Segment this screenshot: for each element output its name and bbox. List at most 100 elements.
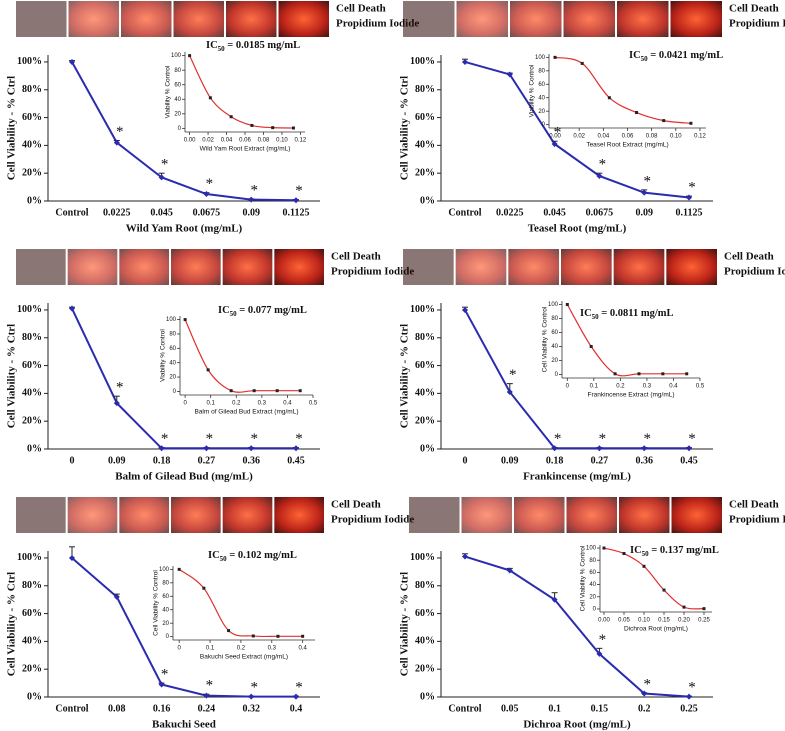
ic50-prefix: IC [208,550,220,561]
y-tick-label: 0% [420,691,435,702]
panel: Cell Death Propidium Iodide 0% 20% 40% 60% 80%… [399,249,785,483]
inset-y-axis-label: Cell Viability % Control [153,570,160,636]
inset-point [662,119,666,123]
ic50-label: IC50 = 0.0421 mg/mL [629,50,723,62]
x-tick-label: 0.09 [501,455,519,466]
inset-y-tick-label: 60 [169,346,176,352]
marker [248,693,255,700]
x-axis-label: Dichroa Root (mg/mL) [523,719,631,731]
significance: * [599,157,607,173]
inset-x-tick-label: 0.08 [258,138,270,144]
micrograph [409,497,460,533]
y-tick-label: 40% [415,388,435,399]
marker [506,388,513,395]
x-tick-label: 0.25 [680,703,698,714]
marker [551,445,558,452]
significance: * [161,667,169,683]
inset-y-axis-label: Viability % Control [529,64,536,117]
marker [248,196,255,203]
inset-y-tick-label: 60 [551,330,558,336]
inset-y-tick-label: 80 [589,558,596,564]
y-tick-label: 40% [22,388,42,399]
micrograph [563,1,615,37]
y-tick-label: 100% [410,304,435,315]
inset-x-tick-label: 0.1 [206,646,215,652]
y-tick-label: 20% [415,167,435,178]
y-tick-label: 20% [22,167,42,178]
inset-x-axis-label: Bakuchi Seed Extract (mg/mL) [200,654,288,661]
inset-y-tick-label: 100 [166,317,177,323]
x-tick-label: 0.0675 [193,207,221,218]
significance: * [250,182,258,198]
micrograph [510,1,562,37]
inset-y-tick-label: 80 [174,68,181,74]
ic50-sub: 50 [218,45,226,53]
micrograph [16,249,66,285]
x-axis-label: Wild Yam Root (mg/mL) [126,223,243,235]
inset-x-tick-label: 0.5 [309,401,318,407]
strip-label: Cell Death [729,499,779,511]
y-tick-label: 20% [415,663,435,674]
micrograph [67,497,118,533]
inset-point [227,629,231,633]
marker [506,567,513,574]
y-tick-label: 40% [415,140,435,151]
marker [596,172,603,179]
inset-point [642,564,646,568]
strip-label: Propidium Iodide [729,18,785,30]
inset-x-tick-label: 0.00 [549,134,561,140]
y-tick-label: 80% [415,332,435,343]
inset-y-tick-label: 40 [589,582,596,588]
y-tick-label: 0% [420,195,435,206]
micrograph [613,249,665,285]
y-tick-label: 20% [22,663,42,674]
inset-x-tick-label: 0.4 [298,646,307,652]
inset-x-tick-label: 0.00 [598,618,610,624]
micrograph [403,1,455,37]
inset-x-tick-label: 0.4 [669,384,678,390]
inset-point [301,634,305,638]
significance: * [161,431,169,447]
micrograph [171,497,221,533]
inset-x-tick-label: 0.02 [202,138,214,144]
micrograph [16,497,66,533]
inset-point [275,389,279,393]
ic50-prefix: IC [629,50,641,61]
x-tick-label: Control [448,703,481,714]
micrograph [670,1,722,37]
inset-x-tick-label: 0.3 [258,401,267,407]
inset-x-tick-label: 0 [566,384,570,390]
inset-x-tick-label: 0 [183,401,187,407]
inset-fit-curve [189,55,294,129]
inset-x-tick-label: 0.5 [696,384,705,390]
micrograph [68,1,119,37]
y-tick-label: 60% [22,608,42,619]
micrograph [561,249,612,285]
marker [596,445,603,452]
x-tick-label: 0.27 [591,455,609,466]
significance: * [554,125,562,141]
y-tick-label: 100% [410,552,435,563]
y-tick-label: 40% [22,636,42,647]
x-tick-label: 0.0225 [496,207,524,218]
significance: * [250,680,258,696]
inset-point [565,303,569,306]
y-tick-label: 40% [22,140,42,151]
inset-x-tick-label: 0.20 [678,618,690,624]
inset-point [276,634,280,638]
inset-point [206,368,210,372]
marker [113,400,120,407]
x-tick-label: 0.045 [543,207,566,218]
significance: * [295,431,303,447]
inset-x-tick-label: 0 [178,646,182,652]
inset-y-tick-label: 0 [173,389,177,395]
x-tick-label: 0.045 [150,207,173,218]
ic50-sub: 50 [592,313,600,321]
x-tick-label: Control [55,703,88,714]
x-tick-label: 0.1125 [676,207,703,218]
inset-point [637,372,641,376]
inset-y-tick-label: 0 [593,607,597,613]
micrograph [119,249,169,285]
y-tick-label: 0% [27,195,42,206]
